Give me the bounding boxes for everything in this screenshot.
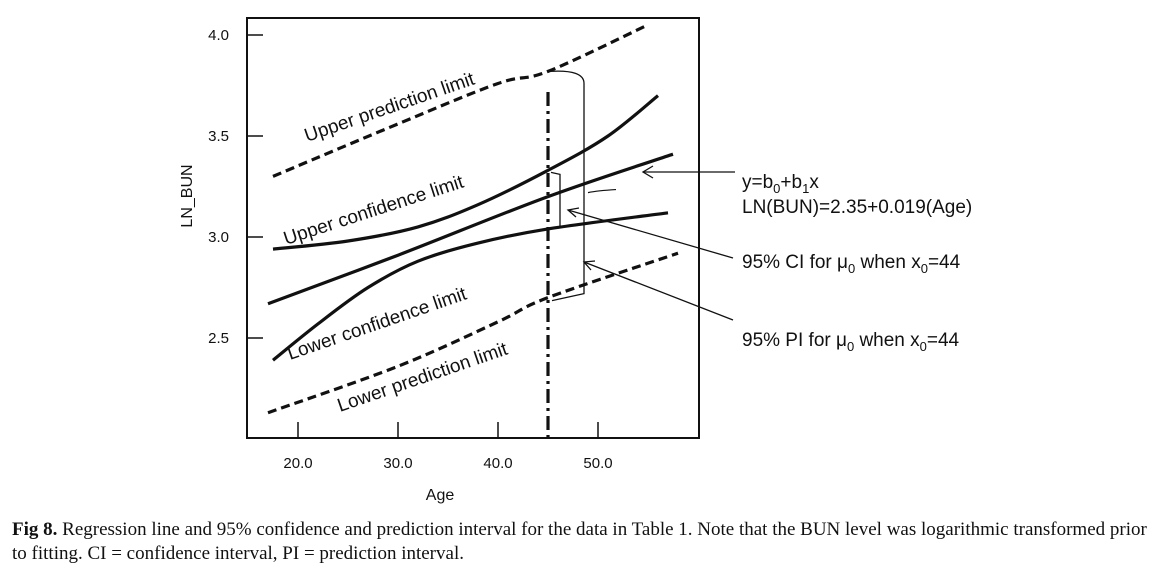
ci-pointer-arrowhead: [566, 207, 580, 218]
upper-confidence-limit-line: [272, 94, 660, 251]
lower-confidence-limit-label: Lower confidence limit: [285, 283, 470, 364]
figure-caption: Fig 8. Regression line and 95% confidenc…: [12, 518, 1162, 566]
x-axis-ticks: 20.0 30.0 40.0 50.0: [283, 422, 613, 472]
regression-line: [267, 152, 674, 306]
caption-text: Regression line and 95% confidence and p…: [12, 519, 1147, 564]
y-tick-label: 3.0: [208, 229, 229, 246]
caption-label: Fig 8.: [12, 519, 58, 540]
regression-equation-fitted: LN(BUN)=2.35+0.019(Age): [742, 197, 972, 218]
y-tick-label: 4.0: [208, 27, 229, 44]
upper-prediction-limit-line: [272, 23, 649, 178]
lower-prediction-limit-label: Lower prediction limit: [335, 339, 511, 417]
upper-prediction-limit-label: Upper prediction limit: [302, 69, 478, 147]
x-tick-label: 50.0: [583, 455, 612, 472]
x-axis-title: Age: [426, 487, 455, 504]
x-tick-label: 40.0: [483, 455, 512, 472]
ci-pointer-line: [567, 209, 734, 259]
lower-prediction-limit-line: [267, 251, 679, 415]
x-tick-label: 20.0: [283, 455, 312, 472]
pi-pointer-arrowhead: [582, 260, 596, 271]
y-axis-title: LN_BUN: [179, 164, 196, 227]
lower-confidence-limit-line: [272, 211, 669, 362]
pi-pointer-line: [583, 261, 734, 321]
interval-brackets: [549, 70, 617, 302]
y-tick-label: 3.5: [208, 128, 229, 145]
regression-value-marker: [587, 188, 617, 194]
series-group: [267, 23, 679, 438]
ci-bracket: [550, 171, 561, 230]
pi-bracket: [549, 70, 585, 302]
ci-annotation: 95% CI for μ0 when x0=44: [742, 252, 961, 276]
regression-equation-generic: y=b0+b1x: [742, 172, 819, 196]
regression-chart: 2.5 3.0 3.5 4.0 20.0 30.0 40.0 50.0 LN_BUN Age…: [179, 17, 972, 504]
equation-pointer-arrowhead: [641, 165, 654, 179]
plot-frame: [246, 17, 700, 439]
y-tick-label: 2.5: [208, 330, 229, 347]
y-axis-ticks: 2.5 3.0 3.5 4.0: [208, 27, 263, 347]
x-tick-label: 30.0: [383, 455, 412, 472]
pi-annotation: 95% PI for μ0 when x0=44: [742, 330, 960, 354]
